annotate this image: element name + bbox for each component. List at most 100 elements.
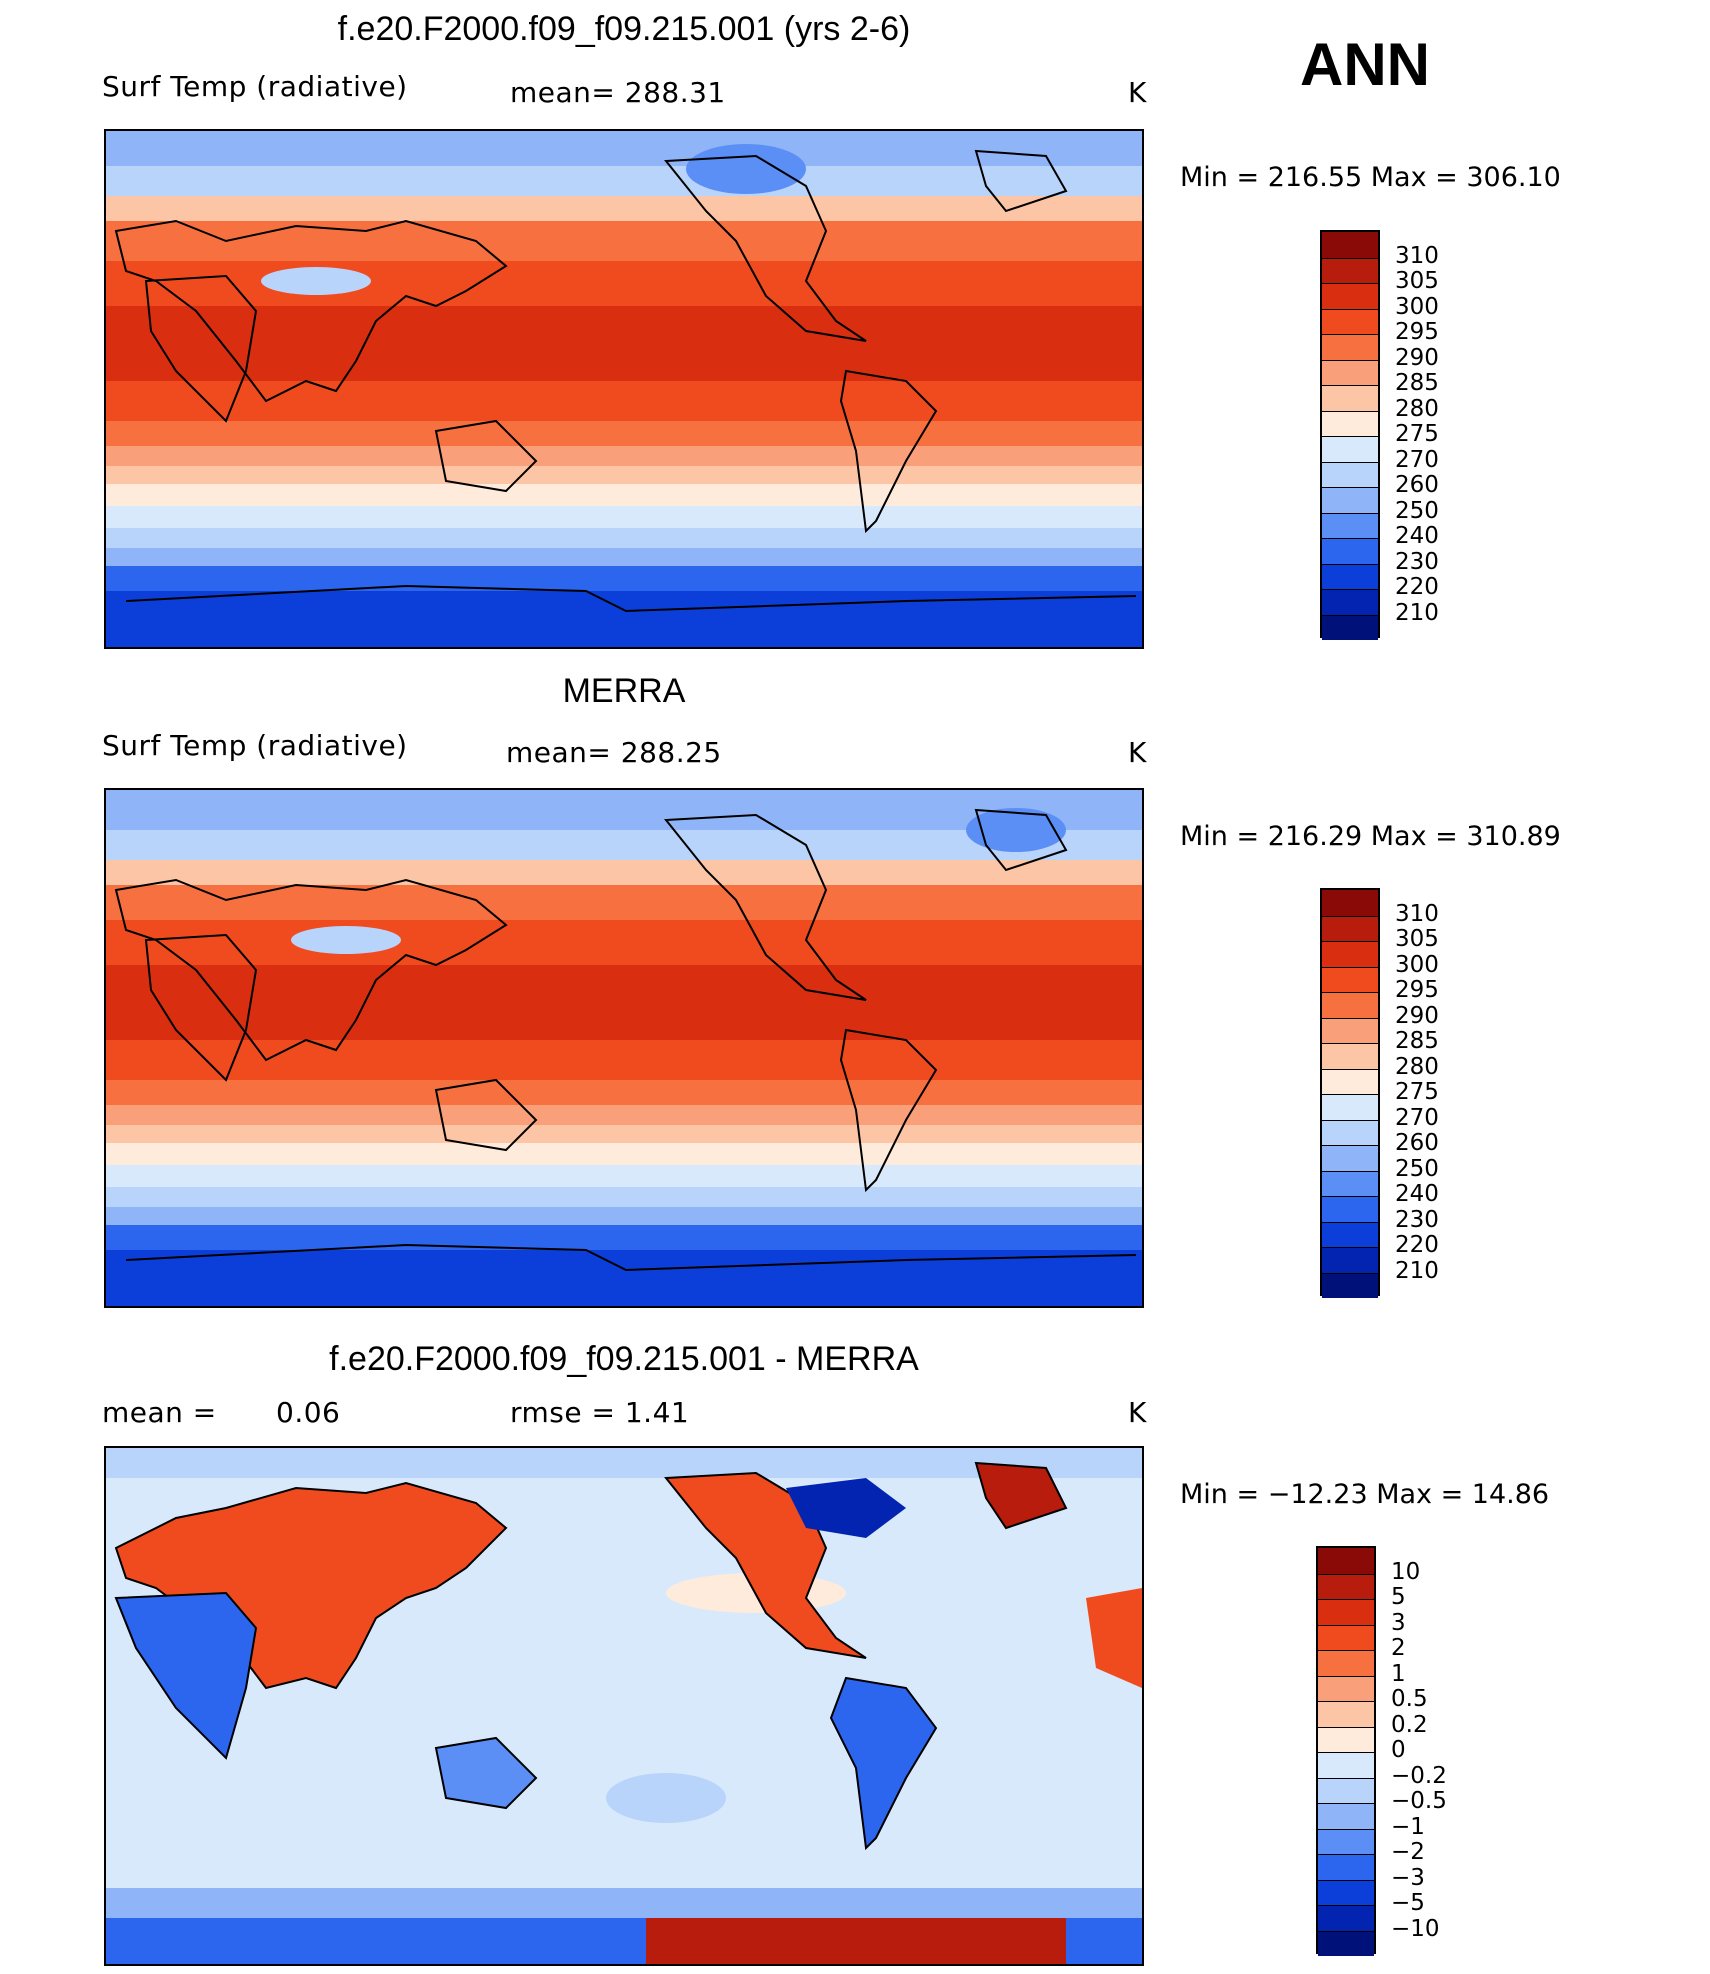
colorbar-label: 220 bbox=[1395, 1232, 1439, 1258]
colorbar-label: 3 bbox=[1391, 1609, 1406, 1636]
panel-2-map bbox=[104, 788, 1144, 1308]
colorbar-label: 290 bbox=[1395, 344, 1439, 371]
colorbar-swatch bbox=[1318, 1930, 1374, 1956]
colorbar-swatch bbox=[1322, 232, 1378, 258]
model-surface-temperature-map bbox=[106, 131, 1142, 647]
colorbar-label: 210 bbox=[1395, 1257, 1439, 1284]
panel-1-minmax: Min = 216.55 Max = 306.10 bbox=[1180, 162, 1561, 193]
colorbar-swatch bbox=[1322, 1068, 1378, 1094]
colorbar-swatch bbox=[1322, 992, 1378, 1018]
panel-1-units: K bbox=[1128, 76, 1147, 109]
colorbar-swatch bbox=[1322, 359, 1378, 385]
panel-3-units: K bbox=[1128, 1396, 1147, 1429]
colorbar-label: 240 bbox=[1395, 523, 1439, 549]
colorbar-swatch bbox=[1322, 308, 1378, 334]
colorbar-label: 0 bbox=[1391, 1737, 1406, 1763]
colorbar-swatch bbox=[1322, 487, 1378, 513]
colorbar-swatch bbox=[1322, 890, 1378, 916]
season-label: ANN bbox=[1300, 31, 1430, 98]
colorbar-label: 295 bbox=[1395, 977, 1439, 1003]
colorbar-label: −2 bbox=[1391, 1839, 1425, 1865]
colorbar-label: 295 bbox=[1395, 319, 1439, 345]
colorbar-label: 1 bbox=[1391, 1660, 1406, 1687]
colorbar-swatch bbox=[1318, 1624, 1374, 1650]
colorbar-label: 260 bbox=[1395, 472, 1439, 498]
panel-3-map bbox=[104, 1446, 1144, 1966]
colorbar-label: 260 bbox=[1395, 1130, 1439, 1156]
colorbar-swatch bbox=[1318, 1650, 1374, 1676]
colorbar-swatch bbox=[1318, 1726, 1374, 1752]
colorbar-swatch bbox=[1322, 1017, 1378, 1043]
colorbar-swatch bbox=[1318, 1548, 1374, 1574]
colorbar-label: 270 bbox=[1395, 1104, 1439, 1131]
colorbar-swatch bbox=[1322, 385, 1378, 411]
colorbar-label: 310 bbox=[1395, 242, 1439, 269]
colorbar-swatch bbox=[1322, 1247, 1378, 1273]
colorbar-swatch bbox=[1322, 1170, 1378, 1196]
colorbar-label: 240 bbox=[1395, 1181, 1439, 1207]
colorbar-swatch bbox=[1322, 410, 1378, 436]
colorbar-swatch bbox=[1318, 1701, 1374, 1727]
colorbar-swatches bbox=[1316, 1546, 1376, 1956]
colorbar-swatch bbox=[1322, 461, 1378, 487]
difference-map bbox=[106, 1448, 1142, 1964]
colorbar-swatch bbox=[1322, 257, 1378, 283]
colorbar-label: −5 bbox=[1391, 1890, 1425, 1916]
panel-2-title: MERRA bbox=[562, 672, 686, 710]
panel-1-variable: Surf Temp (radiative) bbox=[102, 70, 408, 103]
colorbar-swatch bbox=[1318, 1854, 1374, 1880]
colorbar-label: 280 bbox=[1395, 395, 1439, 422]
colorbar-label: −3 bbox=[1391, 1864, 1425, 1891]
colorbar-label: −0.5 bbox=[1391, 1788, 1447, 1814]
colorbar-label: −1 bbox=[1391, 1813, 1425, 1840]
colorbar-label: 2 bbox=[1391, 1635, 1406, 1661]
colorbar-label: 300 bbox=[1395, 951, 1439, 978]
colorbar-label: 300 bbox=[1395, 293, 1439, 320]
panel-1-title: f.e20.F2000.f09_f09.215.001 (yrs 2-6) bbox=[337, 10, 911, 48]
panel-1-map bbox=[104, 129, 1144, 649]
colorbar-swatch bbox=[1322, 1043, 1378, 1069]
colorbar-swatch bbox=[1318, 1752, 1374, 1778]
colorbar-swatch bbox=[1322, 966, 1378, 992]
panel-3-title: f.e20.F2000.f09_f09.215.001 - MERRA bbox=[329, 1340, 919, 1378]
colorbar-label: 230 bbox=[1395, 548, 1439, 575]
colorbar-label: 5 bbox=[1391, 1584, 1406, 1610]
colorbar-swatch bbox=[1318, 1573, 1374, 1599]
merra-surface-temperature-map bbox=[106, 790, 1142, 1306]
colorbar-label: 280 bbox=[1395, 1053, 1439, 1080]
colorbar-label: 305 bbox=[1395, 268, 1439, 294]
panel-2-variable: Surf Temp (radiative) bbox=[102, 729, 408, 762]
colorbar-swatch bbox=[1322, 1272, 1378, 1298]
colorbar-swatch bbox=[1318, 1879, 1374, 1905]
colorbar-swatch bbox=[1322, 915, 1378, 941]
colorbar-label: 210 bbox=[1395, 599, 1439, 626]
colorbar-swatch bbox=[1318, 1905, 1374, 1931]
colorbar-swatch bbox=[1322, 941, 1378, 967]
colorbar-label: 0.2 bbox=[1391, 1711, 1428, 1738]
colorbar-label: −0.2 bbox=[1391, 1762, 1447, 1789]
colorbar-swatches bbox=[1320, 888, 1380, 1298]
colorbar-swatch bbox=[1322, 1119, 1378, 1145]
panel-2-mean: mean= 288.25 bbox=[506, 736, 722, 769]
colorbar-swatch bbox=[1322, 1221, 1378, 1247]
colorbar-swatch bbox=[1318, 1599, 1374, 1625]
colorbar-label: 310 bbox=[1395, 900, 1439, 927]
colorbar-label: 220 bbox=[1395, 574, 1439, 600]
panel-2-units: K bbox=[1128, 736, 1147, 769]
colorbar-label: 275 bbox=[1395, 421, 1439, 447]
colorbar-label: 285 bbox=[1395, 370, 1439, 396]
colorbar-swatch bbox=[1318, 1777, 1374, 1803]
colorbar-swatch bbox=[1322, 1094, 1378, 1120]
panel-3-mean-label: mean = bbox=[102, 1396, 217, 1429]
colorbar-swatch bbox=[1322, 538, 1378, 564]
colorbar-swatch bbox=[1318, 1675, 1374, 1701]
colorbar-swatches bbox=[1320, 230, 1380, 640]
colorbar-swatch bbox=[1322, 283, 1378, 309]
colorbar-label: 0.5 bbox=[1391, 1686, 1428, 1712]
colorbar-swatch bbox=[1322, 563, 1378, 589]
colorbar-label: 275 bbox=[1395, 1079, 1439, 1105]
colorbar-label: 270 bbox=[1395, 446, 1439, 473]
colorbar-swatch bbox=[1322, 614, 1378, 640]
colorbar-swatch bbox=[1322, 1196, 1378, 1222]
colorbar-swatch bbox=[1322, 512, 1378, 538]
